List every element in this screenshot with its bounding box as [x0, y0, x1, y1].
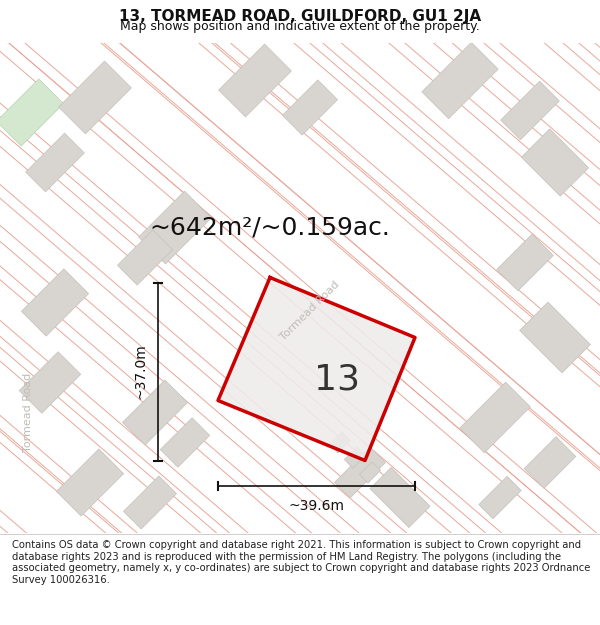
Text: 13: 13: [314, 362, 360, 396]
Polygon shape: [22, 269, 89, 336]
Polygon shape: [370, 468, 430, 528]
Polygon shape: [26, 133, 85, 192]
Polygon shape: [122, 380, 188, 445]
Polygon shape: [329, 432, 350, 453]
Text: ~39.6m: ~39.6m: [289, 499, 344, 514]
Polygon shape: [160, 418, 210, 468]
Text: Map shows position and indicative extent of the property.: Map shows position and indicative extent…: [120, 20, 480, 33]
Text: Tormead Road: Tormead Road: [278, 279, 341, 342]
Polygon shape: [524, 437, 576, 488]
Polygon shape: [479, 476, 521, 519]
Polygon shape: [0, 79, 64, 146]
Polygon shape: [497, 234, 553, 291]
Polygon shape: [59, 61, 131, 134]
Polygon shape: [118, 230, 173, 285]
Polygon shape: [139, 191, 211, 264]
Polygon shape: [218, 44, 292, 117]
Polygon shape: [335, 447, 385, 498]
Polygon shape: [520, 302, 590, 373]
Text: ~642m²/~0.159ac.: ~642m²/~0.159ac.: [149, 216, 391, 239]
Polygon shape: [521, 129, 589, 196]
Polygon shape: [56, 449, 124, 516]
Text: Tormead Road: Tormead Road: [23, 373, 33, 452]
Polygon shape: [283, 80, 338, 135]
Text: 13, TORMEAD ROAD, GUILDFORD, GU1 2JA: 13, TORMEAD ROAD, GUILDFORD, GU1 2JA: [119, 9, 481, 24]
Polygon shape: [344, 447, 365, 468]
Polygon shape: [218, 278, 415, 461]
Polygon shape: [500, 81, 559, 140]
Polygon shape: [422, 42, 498, 119]
Polygon shape: [359, 462, 380, 483]
Text: Contains OS data © Crown copyright and database right 2021. This information is : Contains OS data © Crown copyright and d…: [12, 540, 590, 585]
Polygon shape: [460, 382, 530, 453]
Text: ~37.0m: ~37.0m: [134, 344, 148, 399]
Polygon shape: [19, 352, 81, 413]
Polygon shape: [124, 476, 176, 529]
